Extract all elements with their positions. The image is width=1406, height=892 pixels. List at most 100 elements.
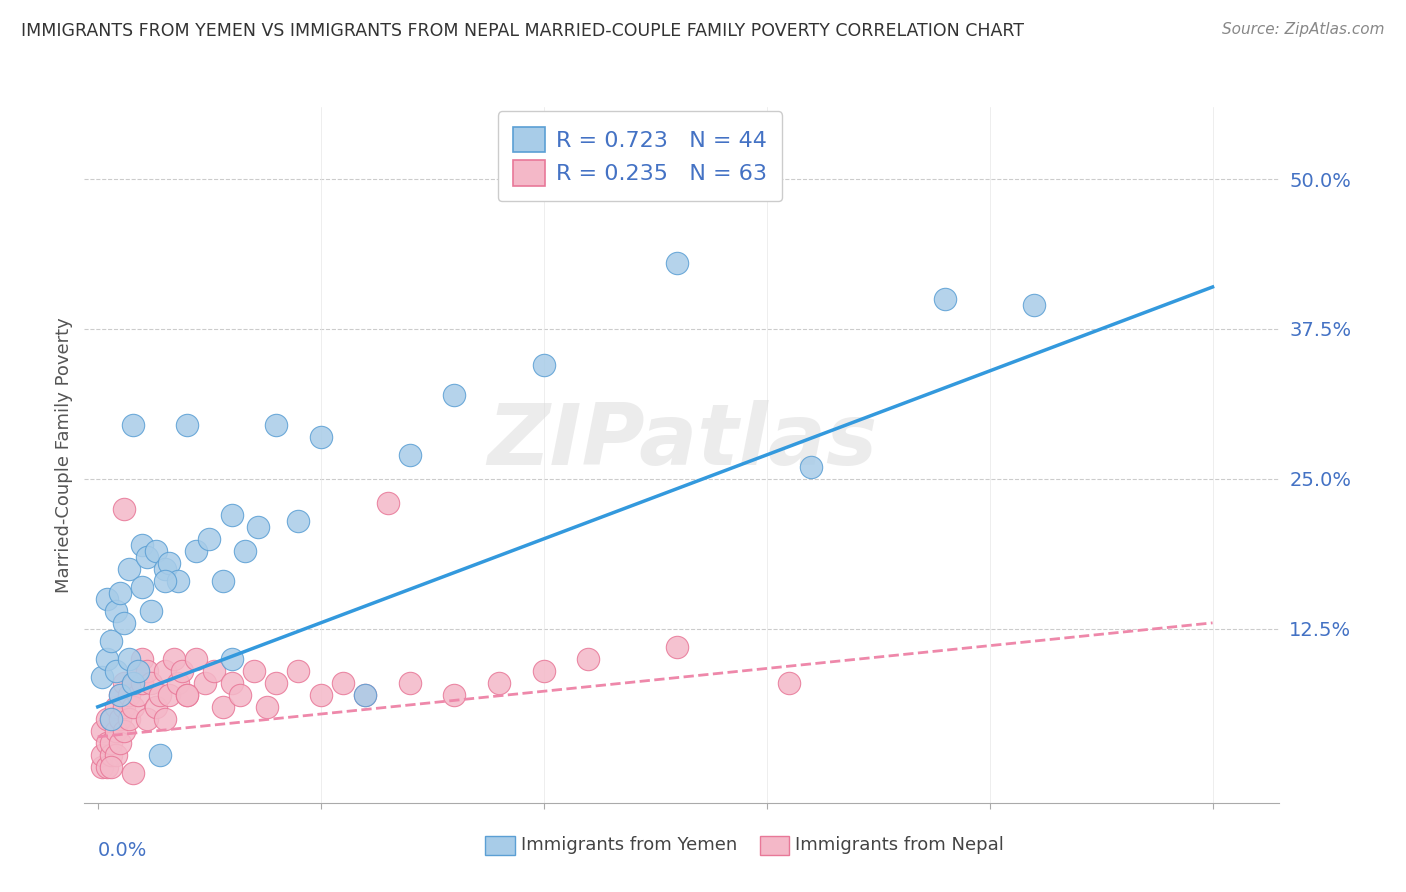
Point [96,736,118,750]
Text: Immigrants from Nepal: Immigrants from Nepal [796,836,1004,855]
Point [118,562,141,576]
Point [167,676,190,690]
Point [309,688,332,702]
Point [108,688,131,702]
Point [127,664,149,678]
Text: Immigrants from Yemen: Immigrants from Yemen [520,836,737,855]
Point [800,459,823,474]
Point [443,388,465,402]
Point [118,712,141,726]
Point [211,699,233,714]
Point [135,712,157,726]
Text: 0.0%: 0.0% [98,841,148,860]
Bar [759,836,790,855]
Point [131,652,153,666]
Point [666,256,689,270]
Point [157,556,180,570]
Point [172,664,194,678]
Text: IMMIGRANTS FROM YEMEN VS IMMIGRANTS FROM NEPAL MARRIED-COUPLE FAMILY POVERTY COR: IMMIGRANTS FROM YEMEN VS IMMIGRANTS FROM… [21,22,1024,40]
Point [108,712,131,726]
Point [104,699,127,714]
Point [122,765,145,780]
Point [287,664,309,678]
Point [354,688,377,702]
Point [100,633,122,648]
Point [104,604,127,618]
Point [332,676,354,690]
Point [141,676,163,690]
Point [176,688,198,702]
Point [533,358,555,372]
Point [104,664,127,678]
Point [162,652,184,666]
Point [488,676,510,690]
Point [96,712,118,726]
Point [108,688,131,702]
Point [202,664,225,678]
Point [127,688,149,702]
Point [122,676,145,690]
Point [443,688,465,702]
Point [1024,298,1046,312]
Point [377,496,399,510]
Point [153,574,176,588]
Point [153,562,176,576]
Point [153,664,176,678]
Point [145,544,167,558]
Point [184,652,207,666]
Point [100,747,122,762]
Point [127,664,149,678]
Point [122,699,145,714]
Point [229,688,252,702]
Point [176,688,198,702]
Point [131,538,153,552]
Point [114,502,136,516]
Point [108,586,131,600]
Point [533,664,555,678]
Point [91,723,114,738]
Text: Source: ZipAtlas.com: Source: ZipAtlas.com [1222,22,1385,37]
Point [167,574,190,588]
Point [100,760,122,774]
Point [243,664,266,678]
Point [211,574,233,588]
Point [666,640,689,654]
Point [778,676,800,690]
Point [149,747,172,762]
Point [157,688,180,702]
Point [184,544,207,558]
Point [91,747,114,762]
Point [100,736,122,750]
Point [149,688,172,702]
Point [198,532,221,546]
Point [934,292,956,306]
Point [135,549,157,564]
Point [287,514,309,528]
Point [176,417,198,432]
Point [135,664,157,678]
Point [91,670,114,684]
Point [194,676,217,690]
Point [114,676,136,690]
Point [96,760,118,774]
Point [221,508,243,522]
Point [100,712,122,726]
Point [104,747,127,762]
Point [233,544,256,558]
Point [309,430,332,444]
Point [153,712,176,726]
Point [221,652,243,666]
Point [114,723,136,738]
Point [104,723,127,738]
Point [118,652,141,666]
Point [354,688,377,702]
Point [96,591,118,606]
Point [122,417,145,432]
Point [122,676,145,690]
Y-axis label: Married-Couple Family Poverty: Married-Couple Family Poverty [55,317,73,593]
Point [399,676,422,690]
Point [96,652,118,666]
Point [114,699,136,714]
Point [100,712,122,726]
Point [118,688,141,702]
